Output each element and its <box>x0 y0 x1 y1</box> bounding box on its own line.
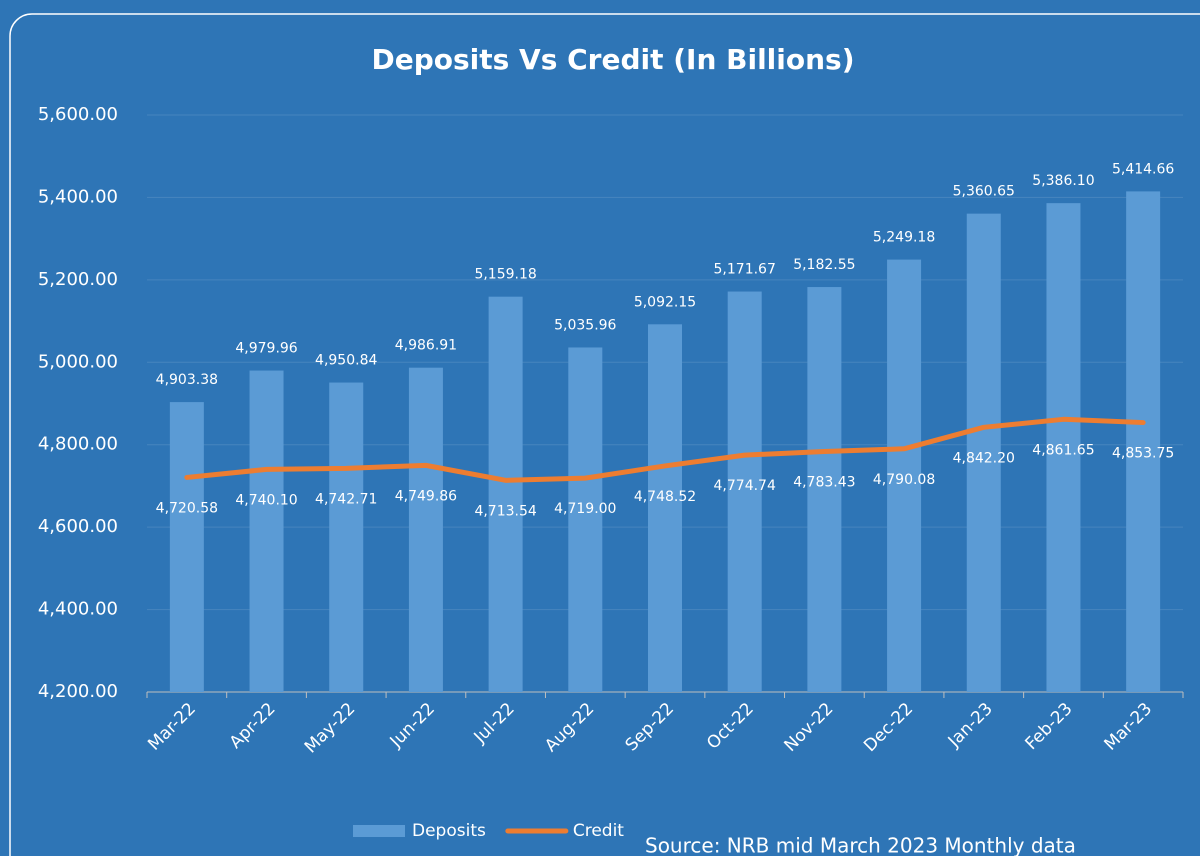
x-tick-label: Feb-23 <box>1021 699 1076 754</box>
data-label: 4,861.65 <box>1032 442 1094 458</box>
legend-label: Credit <box>573 821 624 841</box>
x-tick-label: May-22 <box>301 699 359 757</box>
data-label: 5,414.66 <box>1112 161 1174 177</box>
data-label: 4,713.54 <box>474 503 536 519</box>
bar <box>1046 203 1081 693</box>
data-label: 4,719.00 <box>554 501 616 517</box>
data-label: 5,171.67 <box>714 262 776 278</box>
data-label: 4,950.84 <box>315 353 377 369</box>
x-tick-label: Jul-22 <box>470 699 519 748</box>
bar <box>1126 191 1161 693</box>
data-label: 4,842.20 <box>953 450 1015 466</box>
bar <box>249 370 284 692</box>
data-label: 5,159.18 <box>474 267 536 283</box>
y-tick-label: 4,200.00 <box>38 681 118 702</box>
legend-label: Deposits <box>412 821 486 841</box>
data-label: 5,249.18 <box>873 230 935 246</box>
y-tick-label: 4,400.00 <box>38 599 118 620</box>
bar <box>887 259 922 692</box>
bar <box>169 402 204 692</box>
x-tick-label: Sep-22 <box>622 699 678 755</box>
x-tick-label: Dec-22 <box>860 699 917 756</box>
x-tick-label: Mar-22 <box>144 699 200 755</box>
frame <box>9 13 1200 856</box>
chart-title: Deposits Vs Credit (In Billions) <box>371 43 854 76</box>
data-label: 4,749.86 <box>395 488 457 504</box>
data-label: 4,742.71 <box>315 491 377 507</box>
data-label: 5,035.96 <box>554 317 616 333</box>
x-tick-label: Apr-22 <box>226 699 280 753</box>
bar <box>408 367 443 692</box>
data-label: 4,740.10 <box>235 492 297 508</box>
data-label: 4,979.96 <box>235 341 297 357</box>
data-label: 5,182.55 <box>793 257 855 273</box>
data-label: 4,748.52 <box>634 489 696 505</box>
data-label: 4,774.74 <box>714 478 776 494</box>
bar <box>727 291 762 692</box>
data-label: 4,903.38 <box>156 372 218 388</box>
data-label: 4,720.58 <box>156 500 218 516</box>
data-label: 4,853.75 <box>1112 446 1174 462</box>
data-label: 5,360.65 <box>953 184 1015 200</box>
data-label: 4,790.08 <box>873 472 935 488</box>
bar <box>488 296 523 692</box>
x-tick-label: Oct-22 <box>703 699 758 754</box>
y-tick-label: 4,600.00 <box>38 516 118 537</box>
bar <box>966 213 1001 692</box>
y-tick-label: 5,600.00 <box>38 104 118 125</box>
bar <box>648 324 682 692</box>
bar <box>568 347 603 692</box>
line <box>184 416 1146 483</box>
x-tick-label: Jan-23 <box>944 699 997 752</box>
y-tick-label: 5,000.00 <box>38 351 118 372</box>
bar <box>807 287 842 692</box>
x-tick-label: Jun-22 <box>386 699 439 752</box>
y-tick-label: 4,800.00 <box>38 434 118 455</box>
x-tick-label: Nov-22 <box>781 699 838 756</box>
bar <box>329 382 364 692</box>
data-label: 5,092.15 <box>634 294 696 310</box>
source-note: Source: NRB mid March 2023 Monthly data <box>645 834 1076 856</box>
data-label: 5,386.10 <box>1032 173 1094 189</box>
data-label: 4,783.43 <box>793 475 855 491</box>
x-tick-label: Aug-22 <box>541 699 598 756</box>
legend-swatch <box>353 825 405 837</box>
x-tick-label: Mar-23 <box>1101 699 1157 755</box>
y-tick-label: 5,400.00 <box>38 186 118 207</box>
data-label: 4,986.91 <box>395 338 457 354</box>
y-tick-label: 5,200.00 <box>38 269 118 290</box>
